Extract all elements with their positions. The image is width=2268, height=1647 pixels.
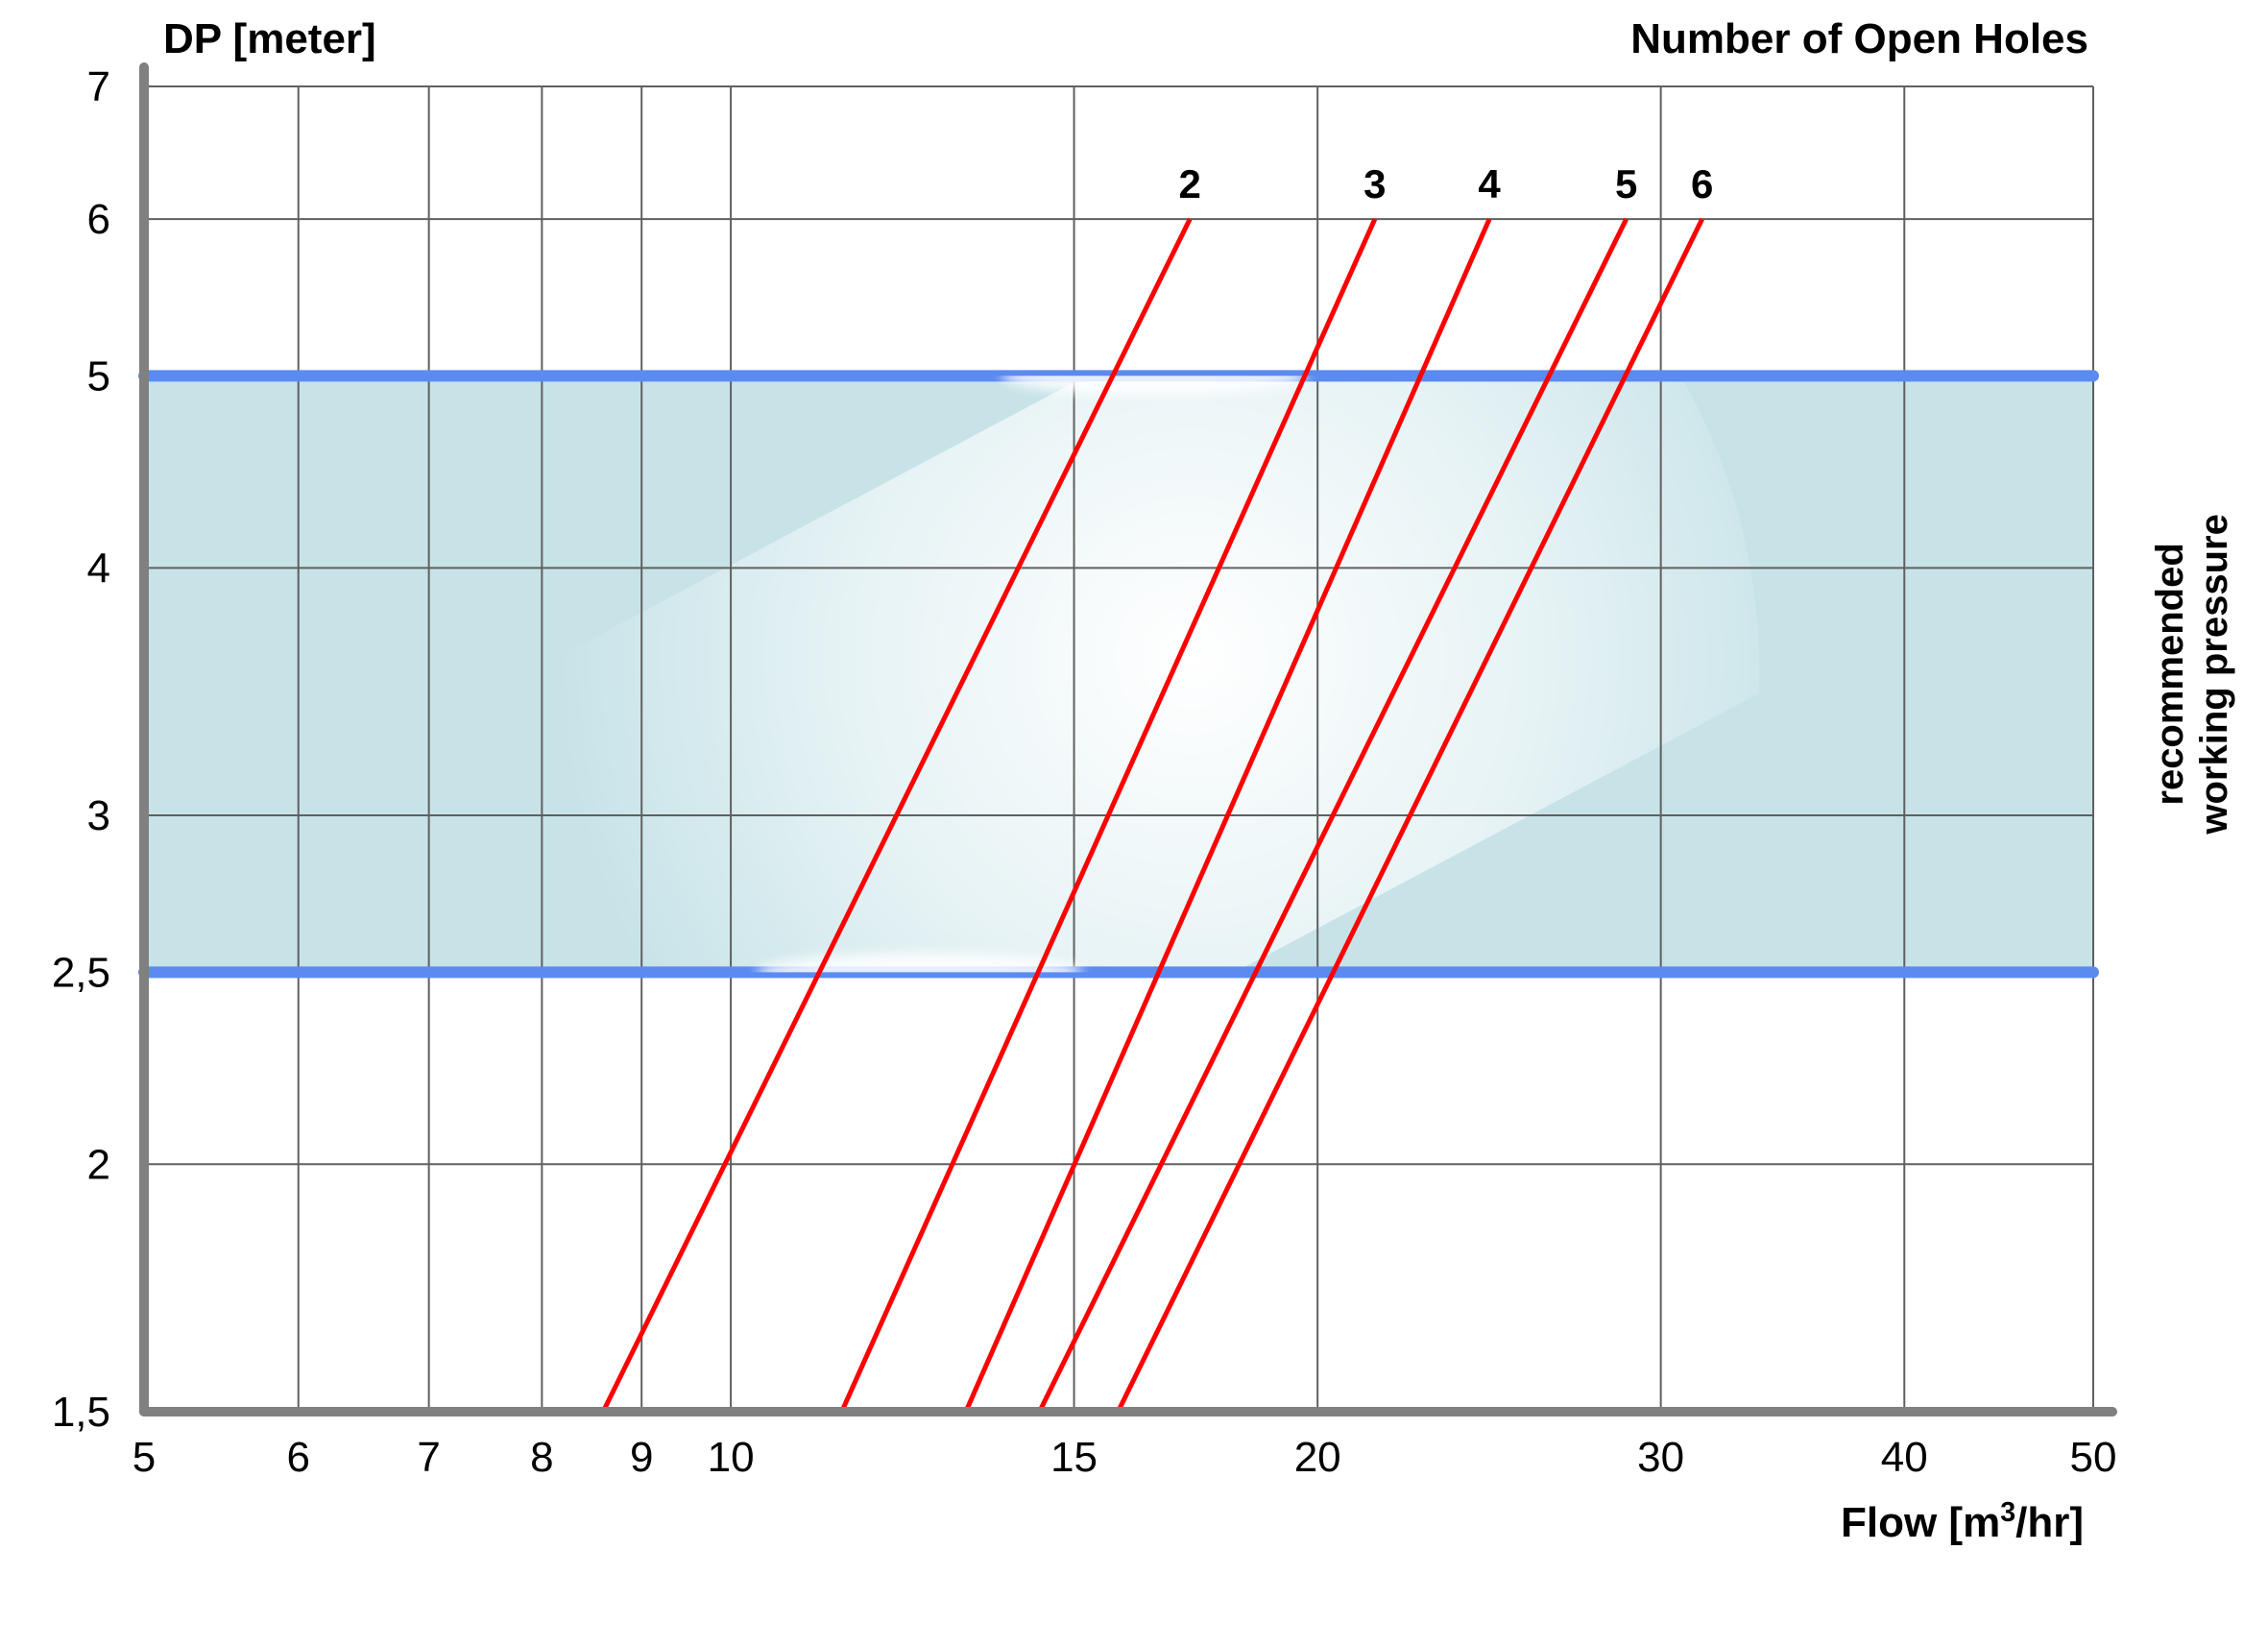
y-tick-label: 2 xyxy=(87,1141,110,1188)
y-tick-label: 5 xyxy=(87,352,110,400)
y-tick-label: 7 xyxy=(87,63,110,110)
y-tick-label: 6 xyxy=(87,196,110,243)
x-tick-labels: 5 6 7 8 9 10 15 20 30 40 50 xyxy=(133,1434,2117,1481)
x-tick-label: 7 xyxy=(417,1434,440,1481)
series-label-4: 4 xyxy=(1478,161,1501,206)
series-label-2: 2 xyxy=(1179,161,1201,206)
x-tick-label: 15 xyxy=(1050,1434,1098,1481)
y-tick-labels: 1,5 2 2,5 3 4 5 6 7 xyxy=(52,63,110,1436)
series-header: Number of Open Holes xyxy=(1630,15,2088,62)
recommended-pressure-label: recommendedworking pressure xyxy=(2149,514,2235,835)
x-tick-label: 6 xyxy=(286,1434,309,1481)
x-tick-label: 40 xyxy=(1881,1434,1928,1481)
x-tick-label: 10 xyxy=(708,1434,755,1481)
recommended-pressure-band xyxy=(144,0,2093,1482)
y-tick-label: 1,5 xyxy=(52,1389,110,1436)
x-axis-title: Flow [m3/hr] xyxy=(1841,1497,2084,1546)
x-tick-label: 30 xyxy=(1637,1434,1684,1481)
y-tick-label: 3 xyxy=(87,792,110,839)
x-tick-label: 20 xyxy=(1294,1434,1341,1481)
series-label-5: 5 xyxy=(1615,161,1637,206)
series-label-6: 6 xyxy=(1691,161,1713,206)
y-tick-label: 2,5 xyxy=(52,949,110,996)
x-tick-label: 5 xyxy=(133,1434,156,1481)
y-axis-title: DP [meter] xyxy=(163,15,376,62)
x-tick-label: 50 xyxy=(2070,1434,2117,1481)
x-tick-label: 9 xyxy=(630,1434,653,1481)
y-tick-label: 4 xyxy=(87,545,110,592)
flow-vs-dp-chart: 5 6 7 8 9 10 15 20 30 40 50 1,5 2 2,5 3 4 5 6 7 DP [meter] F… xyxy=(0,0,2268,1647)
x-tick-label: 8 xyxy=(530,1434,553,1481)
series-label-3: 3 xyxy=(1363,161,1386,206)
